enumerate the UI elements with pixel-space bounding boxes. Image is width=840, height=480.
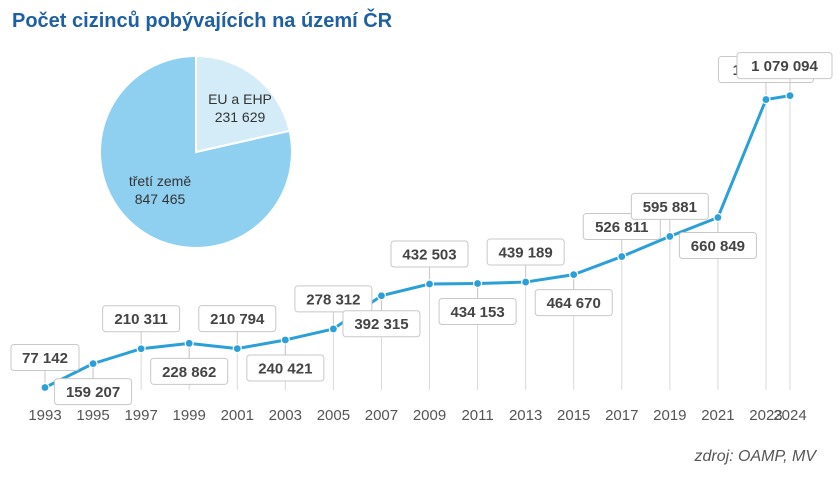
x-tick-label-1997: 1997 [124,407,157,424]
data-label-box-2001 [198,305,277,333]
data-point-2001 [232,343,242,354]
x-tick-label-2015: 2015 [557,407,590,424]
pie-slice-treti-zeme [99,54,293,249]
data-point-2015 [569,270,579,280]
pie-value-eu-ehp: 231 629 [215,109,266,125]
data-label-1997: 210 311 [114,311,167,328]
data-label-2024: 1 079 094 [751,58,818,75]
x-tick-label-2017: 2017 [605,407,638,424]
data-label-2017: 526 811 [595,219,648,236]
data-label-1999: 228 862 [162,364,216,381]
data-label-box-1999 [150,357,229,385]
data-point-2007 [376,291,387,301]
pie-label-treti-zeme: třetí země [129,173,191,189]
data-label-box-2019 [630,192,709,220]
data-point-2011 [472,278,483,289]
data-label-box-2007 [342,310,421,338]
x-tick-label-2024: 2024 [773,407,806,424]
data-point-2023 [761,94,771,105]
x-tick-label-2007: 2007 [365,407,398,424]
data-label-2011: 434 153 [450,304,504,321]
pie-label-eu-ehp: EU a EHP [208,91,272,107]
data-label-2005: 278 312 [306,291,360,308]
x-tick-label-2023: 2023 [749,407,782,424]
data-label-box-1993 [10,344,80,372]
data-label-2001: 210 794 [210,311,265,328]
data-label-2019: 595 881 [643,199,697,216]
data-point-1993 [40,382,50,393]
data-point-1999 [184,338,194,348]
data-label-box-2009 [390,240,469,268]
x-tick-label-1995: 1995 [76,407,109,424]
x-tick-label-2005: 2005 [317,407,350,424]
data-label-box-1995 [54,378,133,406]
x-tick-label-2009: 2009 [413,407,446,424]
x-tick-label-2011: 2011 [461,407,493,424]
data-label-box-2015 [534,289,613,317]
data-label-box-2013 [486,238,565,266]
chart-title: Počet cizinců pobývajících na území ČR [12,10,393,32]
data-point-1997 [136,344,146,354]
x-tick-label-1993: 1993 [28,407,61,424]
x-tick-label-2013: 2013 [509,407,542,424]
x-tick-label-1999: 1999 [173,407,206,424]
data-label-2015: 464 670 [547,295,601,312]
data-label-2021: 660 849 [691,238,745,255]
pie-slice-eu-ehp [195,54,291,154]
x-tick-label-2021: 2021 [701,407,734,424]
x-tick-label-2019: 2019 [653,407,686,424]
data-point-2005 [328,324,338,334]
data-label-box-2021 [678,231,757,259]
data-label-2013: 439 189 [499,245,553,262]
line-chart: 1993 1995 1997 1999 2001 2003 2005 2007 2009 2011… [10,52,833,424]
data-label-box-2003 [246,354,325,382]
data-label-box-2005 [294,285,373,313]
data-point-2013 [521,277,531,287]
x-tick-label-2001: 2001 [221,407,254,424]
data-label-2003: 240 421 [258,360,312,377]
data-point-2021 [713,212,723,223]
data-label-1995: 159 207 [66,384,120,401]
data-label-box-2011 [438,298,517,326]
data-label-2009: 432 503 [402,247,456,264]
data-point-1995 [88,359,98,369]
data-label-box-2024 [736,52,833,80]
x-tick-label-2003: 2003 [269,407,302,424]
data-label-box-1997 [102,305,181,333]
data-label-2007: 392 315 [354,316,408,333]
data-point-2009 [424,279,435,289]
pie-chart: EU a EHP 231 629 třetí země 847 465 [99,54,293,249]
data-point-2019 [665,231,675,242]
data-label-box-2017 [582,213,661,241]
source-note: zdroj: OAMP, MV [694,448,816,465]
data-point-2003 [280,335,290,345]
data-point-2017 [617,251,627,262]
data-label-1993: 77 142 [22,350,68,367]
data-point-2024 [785,91,795,101]
pie-value-treti-zeme: 847 465 [135,191,186,207]
